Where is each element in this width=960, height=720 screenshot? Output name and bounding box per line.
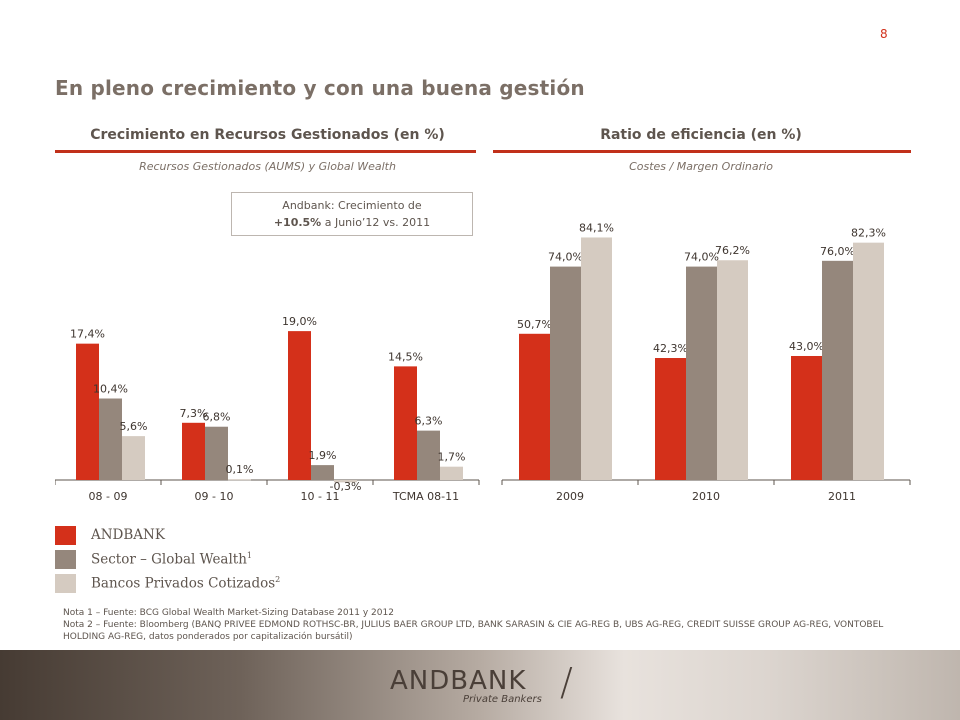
callout-highlight: +10.5%: [273, 216, 322, 229]
legend-swatch-andbank: [55, 526, 76, 545]
bar-bancos: [581, 237, 612, 480]
callout-line1: Andbank: Crecimiento de: [282, 199, 422, 212]
andbank-logo: ANDBANK: [390, 666, 527, 696]
legend-label-sector: Sector – Global Wealth: [91, 551, 247, 568]
bar-sector: [686, 266, 717, 480]
left-section-subtitle: Recursos Gestionados (AUMS) y Global Wea…: [139, 160, 396, 173]
data-label-andbank: 14,5%: [388, 350, 423, 363]
bar-andbank: [182, 422, 205, 480]
bar-andbank: [791, 355, 822, 480]
right-section-rule: [493, 150, 911, 153]
data-label-bancos: 82,3%: [851, 227, 886, 240]
data-label-bancos: 1,7%: [438, 451, 466, 464]
bar-andbank: [655, 358, 686, 480]
bar-andbank: [394, 366, 417, 480]
legend-swatch-bancos: [55, 574, 76, 593]
data-label-bancos: 84,1%: [579, 221, 614, 234]
logo-slash-icon: /: [560, 660, 573, 704]
data-label-sector: 6,8%: [203, 411, 231, 424]
bar-sector: [205, 426, 228, 480]
bar-bancos: [334, 480, 357, 483]
data-label-andbank: 19,0%: [282, 315, 317, 328]
growth-bar-chart: 08 - 09 17,4% 10,4% 5,6% 09 - 10 7,3%6,8% 0,1%…: [55, 315, 480, 503]
footer-band: [0, 650, 960, 720]
data-label-sector: 1,9%: [309, 449, 337, 462]
left-section-title: Crecimiento en Recursos Gestionados (en …: [90, 127, 445, 143]
growth-callout: Andbank: Crecimiento de +10.5% a Junio’1…: [231, 192, 473, 236]
callout-line2: +10.5% a Junio’12 vs. 2011: [232, 214, 472, 231]
data-label-andbank: 17,4%: [70, 328, 105, 341]
x-tick-label: TCMA 08-11: [392, 490, 459, 503]
data-label-andbank: 43,0%: [789, 340, 824, 353]
bar-bancos: [122, 436, 145, 480]
legend-swatch-sector: [55, 550, 76, 569]
bar-sector: [550, 266, 581, 480]
efficiency-bar-chart: 200950,7%74,0%84,1%201042,3%74,0%76,2%20…: [501, 221, 911, 503]
legend-sup-sector: 1: [246, 551, 253, 560]
bar-bancos: [853, 242, 884, 480]
right-section-subtitle: Costes / Margen Ordinario: [629, 160, 773, 173]
footnotes: Nota 1 – Fuente: BCG Global Wealth Marke…: [63, 607, 913, 643]
bar-sector: [417, 430, 440, 480]
x-tick-label: 2009: [556, 490, 584, 503]
data-label-bancos: 76,2%: [715, 244, 750, 257]
callout-rest: a Junio’12 vs. 2011: [321, 216, 431, 229]
bar-bancos: [228, 479, 251, 481]
logo-tagline: Private Bankers: [463, 694, 542, 705]
data-label-andbank: 50,7%: [517, 318, 552, 331]
page-title: En pleno crecimiento y con una buena ges…: [55, 76, 585, 100]
data-label-sector: 74,0%: [548, 251, 583, 264]
bar-bancos: [717, 260, 748, 480]
footnote-2: Nota 2 – Fuente: Bloomberg (BANQ PRIVEE …: [63, 620, 884, 642]
footnote-1: Nota 1 – Fuente: BCG Global Wealth Marke…: [63, 608, 394, 618]
bar-sector: [311, 465, 334, 480]
data-label-andbank: 42,3%: [653, 342, 688, 355]
data-label-andbank: 7,3%: [180, 407, 208, 420]
bar-andbank: [288, 331, 311, 480]
data-label-bancos: -0,3%: [330, 480, 362, 493]
legend-label-andbank: ANDBANK: [91, 527, 165, 543]
bar-sector: [99, 398, 122, 480]
x-tick-label: 08 - 09: [89, 490, 128, 503]
data-label-sector: 74,0%: [684, 251, 719, 264]
page-number: 8: [880, 27, 888, 41]
left-section-rule: [55, 150, 476, 153]
data-label-bancos: 5,6%: [120, 420, 148, 433]
x-tick-label: 2011: [828, 490, 856, 503]
data-label-sector: 76,0%: [820, 245, 855, 258]
x-tick-label: 2010: [692, 490, 720, 503]
right-section-title: Ratio de eficiencia (en %): [600, 127, 802, 143]
bar-bancos: [440, 466, 463, 480]
x-tick-label: 09 - 10: [195, 490, 234, 503]
bar-andbank: [519, 333, 550, 480]
legend-sup-bancos: 2: [275, 575, 281, 584]
data-label-sector: 6,3%: [415, 415, 443, 428]
legend-label-bancos: Bancos Privados Cotizados: [91, 575, 276, 592]
bar-andbank: [76, 343, 99, 480]
data-label-bancos: 0,1%: [226, 463, 254, 476]
x-tick-label: 10 - 11: [301, 490, 340, 503]
bar-sector: [822, 260, 853, 480]
data-label-sector: 10,4%: [93, 383, 128, 396]
